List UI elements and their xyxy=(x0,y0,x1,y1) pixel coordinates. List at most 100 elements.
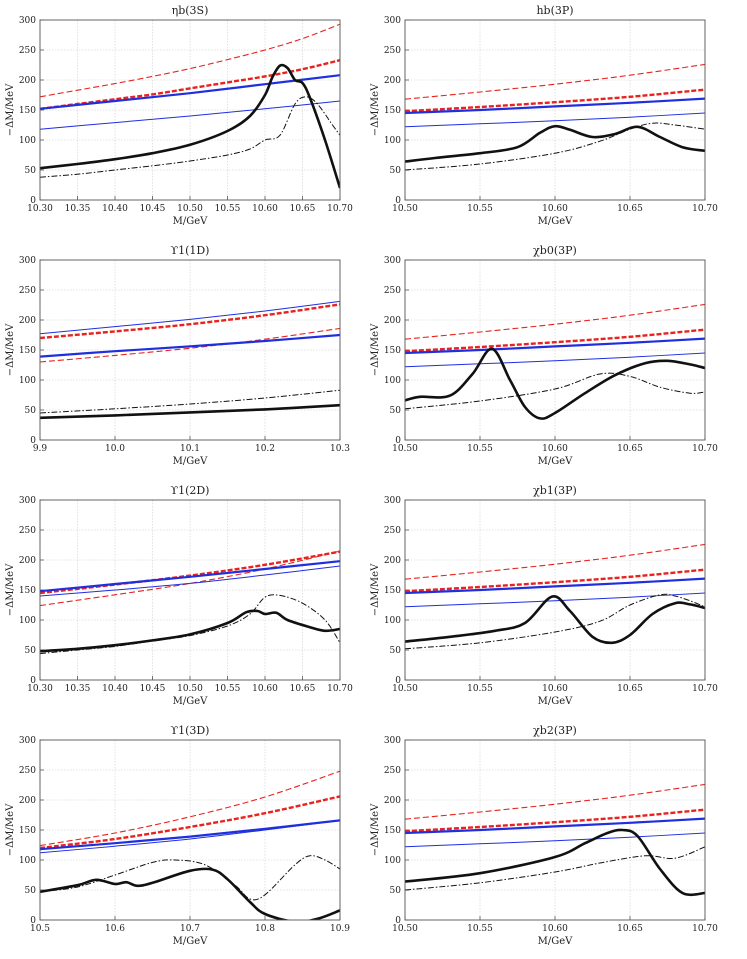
y-tick-label: 250 xyxy=(19,766,36,776)
y-tick-label: 150 xyxy=(384,826,401,836)
y-tick-label: 150 xyxy=(19,586,36,596)
y-tick-label: 250 xyxy=(384,46,401,56)
x-tick-label: 10.60 xyxy=(542,444,568,454)
series-red-dashed-thick xyxy=(40,303,340,340)
series-blue-thin xyxy=(405,112,705,128)
x-tick-label: 9.9 xyxy=(33,444,48,454)
x-tick-label: 10.70 xyxy=(692,444,718,454)
x-tick-label: 10.70 xyxy=(692,684,718,694)
panel-4: 10.50 10.55 10.60 10.65 10.70 0 50 100 150 200 250… xyxy=(370,244,718,467)
series-blue-thick xyxy=(405,337,705,355)
y-tick-label: 50 xyxy=(25,406,37,416)
series-red-dashed-thick xyxy=(405,808,705,833)
y-tick-label: 100 xyxy=(384,856,401,866)
series-blue-thick xyxy=(40,74,340,110)
series-group xyxy=(40,550,340,655)
series-blue-thick xyxy=(405,817,705,835)
x-tick-label: 10.45 xyxy=(140,684,166,694)
x-tick-label: 10.6 xyxy=(105,924,125,934)
y-tick-label: 200 xyxy=(384,556,401,566)
panel-title: hb(3P) xyxy=(536,4,573,17)
x-tick-label: 10.35 xyxy=(65,684,91,694)
y-axis-label: −ΔM/MeV xyxy=(5,563,16,616)
y-axis-label: −ΔM/MeV xyxy=(370,803,381,856)
x-tick-label: 10.60 xyxy=(542,684,568,694)
y-tick-label: 150 xyxy=(384,586,401,596)
plot-frame xyxy=(404,19,706,201)
y-tick-label: 150 xyxy=(19,826,36,836)
series-black-dashdot xyxy=(40,855,340,901)
x-tick-label: 10.55 xyxy=(467,444,493,454)
y-tick-label: 150 xyxy=(384,106,401,116)
series-blue-thin xyxy=(40,100,340,130)
plot-frame xyxy=(404,259,706,441)
series-black-dashdot xyxy=(405,372,705,410)
y-axis-label: −ΔM/MeV xyxy=(5,83,16,136)
series-group xyxy=(405,783,705,897)
y-tick-label: 250 xyxy=(19,46,36,56)
y-tick-label: 200 xyxy=(384,316,401,326)
series-blue-thin xyxy=(40,565,340,597)
panel-6: 10.50 10.55 10.60 10.65 10.70 0 50 100 150 200 250… xyxy=(370,484,718,707)
series-blue-thick xyxy=(405,577,705,595)
y-tick-label: 50 xyxy=(390,886,402,896)
x-tick-label: 10.55 xyxy=(467,204,493,214)
y-tick-label: 300 xyxy=(384,496,401,506)
x-axis-label: M/GeV xyxy=(173,456,209,467)
x-tick-label: 10.50 xyxy=(392,444,418,454)
y-tick-label: 0 xyxy=(395,196,401,206)
series-blue-thin xyxy=(405,352,705,368)
y-axis-label: −ΔM/MeV xyxy=(5,803,16,856)
y-tick-label: 100 xyxy=(384,616,401,626)
x-tick-label: 10.50 xyxy=(177,684,203,694)
panel-title: χb0(3P) xyxy=(533,244,577,257)
y-axis-label: −ΔM/MeV xyxy=(5,323,16,376)
x-tick-label: 10.30 xyxy=(27,204,53,214)
series-red-dashed-thin xyxy=(40,327,340,363)
x-tick-label: 10.70 xyxy=(692,924,718,934)
series-black-dashdot xyxy=(405,122,705,171)
plot-frame xyxy=(39,259,341,441)
plot-frame xyxy=(39,499,341,681)
x-tick-label: 10.30 xyxy=(27,684,53,694)
x-axis-label: M/GeV xyxy=(538,936,574,947)
grid xyxy=(39,739,341,921)
x-tick-label: 10.60 xyxy=(542,204,568,214)
panel-title: χb1(3P) xyxy=(533,484,577,497)
x-tick-label: 10.70 xyxy=(692,204,718,214)
x-tick-label: 10.45 xyxy=(140,204,166,214)
panel-title: ϒ1(2D) xyxy=(171,484,210,497)
panel-title: ϒ1(3D) xyxy=(171,724,210,737)
y-tick-label: 250 xyxy=(19,286,36,296)
y-tick-label: 300 xyxy=(19,16,36,26)
y-tick-label: 0 xyxy=(30,196,36,206)
y-tick-label: 50 xyxy=(25,886,37,896)
y-tick-label: 250 xyxy=(384,766,401,776)
series-black-dashdot xyxy=(40,389,340,414)
y-tick-label: 200 xyxy=(19,796,36,806)
series-group xyxy=(405,303,705,420)
series-group xyxy=(40,300,340,420)
y-tick-label: 0 xyxy=(30,676,36,686)
x-tick-label: 10.60 xyxy=(252,204,278,214)
series-black-dashdot xyxy=(40,96,340,178)
series-black-thick xyxy=(405,347,705,420)
series-black-dashdot xyxy=(40,594,340,655)
y-tick-label: 100 xyxy=(19,136,36,146)
series-red-dashed-thin xyxy=(40,23,340,98)
x-tick-label: 10.70 xyxy=(327,684,353,694)
x-axis-label: M/GeV xyxy=(538,456,574,467)
y-tick-label: 150 xyxy=(19,346,36,356)
series-blue-thin xyxy=(40,300,340,335)
x-tick-label: 10.3 xyxy=(330,444,350,454)
x-tick-label: 10.70 xyxy=(327,204,353,214)
series-black-dashdot xyxy=(405,593,705,650)
series-black-thick xyxy=(40,867,340,920)
x-tick-label: 10.1 xyxy=(180,444,200,454)
y-tick-label: 100 xyxy=(19,616,36,626)
y-tick-label: 100 xyxy=(384,136,401,146)
y-tick-label: 50 xyxy=(390,646,402,656)
x-tick-label: 10.40 xyxy=(102,204,128,214)
series-red-dashed-thick xyxy=(405,88,705,113)
x-tick-label: 10.60 xyxy=(252,684,278,694)
